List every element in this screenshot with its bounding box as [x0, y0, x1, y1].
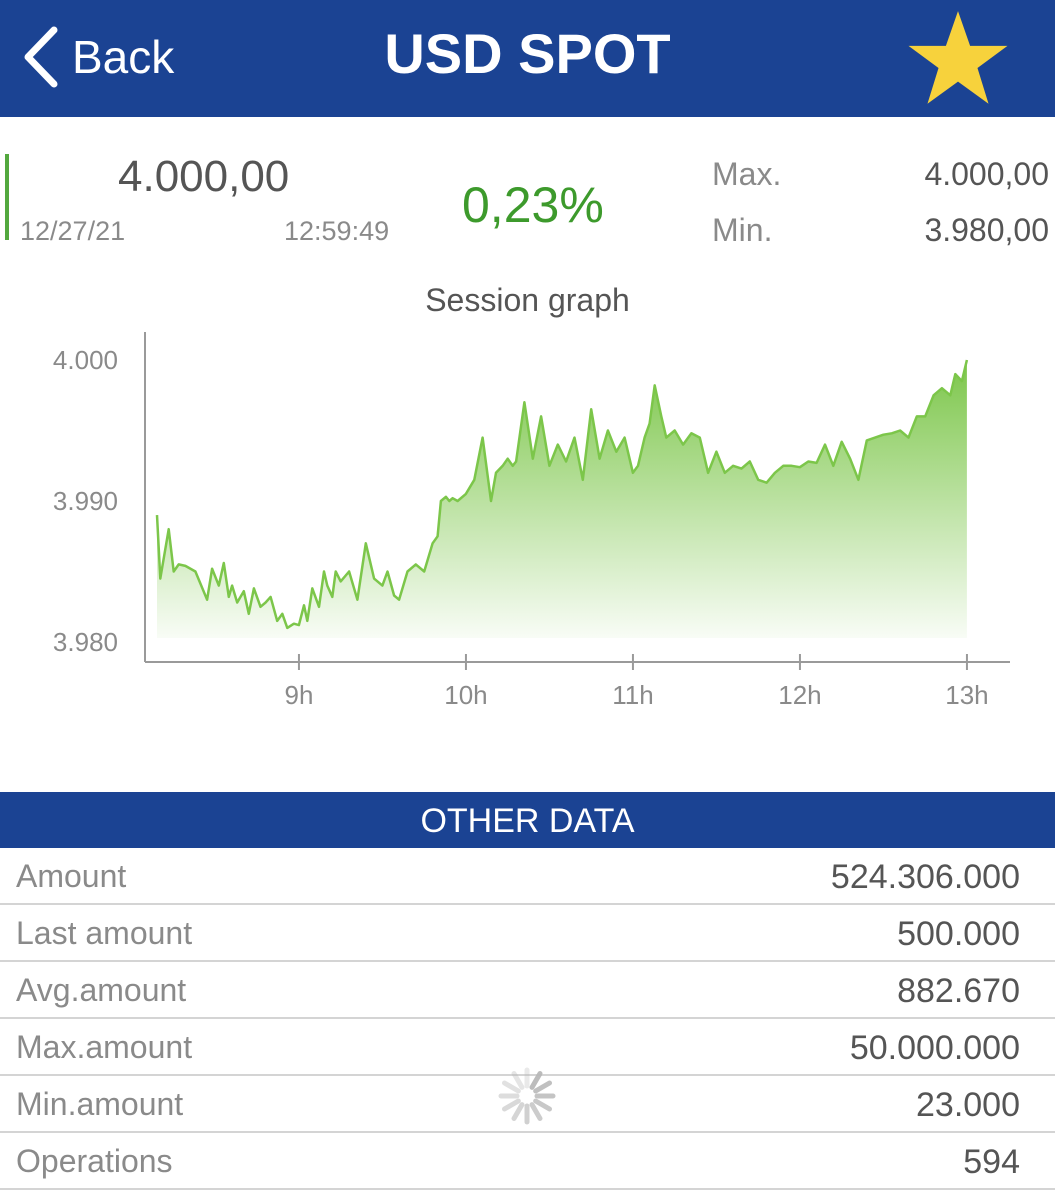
y-tick-label: 3.980: [53, 627, 118, 657]
row-label: Max.amount: [16, 1029, 193, 1065]
spinner-spoke: [533, 1098, 553, 1112]
min-label: Min.: [712, 212, 773, 248]
quote-indicator-bar: [5, 154, 9, 240]
row-value: 594: [963, 1143, 1020, 1181]
x-tick-label: 13h: [945, 680, 988, 710]
quote-date: 12/27/21: [20, 216, 126, 246]
y-tick-label: 4.000: [53, 345, 118, 375]
last-price: 4.000,00: [118, 152, 290, 201]
table-row: Avg.amount 882.670: [0, 962, 1055, 1019]
spinner-spoke: [529, 1070, 543, 1090]
table-row: Last amount 500.000: [0, 905, 1055, 962]
spinner-spoke: [501, 1080, 521, 1094]
row-value: 882.670: [897, 972, 1020, 1010]
row-label: Operations: [16, 1143, 173, 1179]
top-nav-bar: Back USD SPOT: [0, 0, 1055, 117]
table-row: Max.amount 50.000.000: [0, 1019, 1055, 1076]
row-label: Amount: [16, 858, 127, 894]
chevron-left-icon: [24, 26, 58, 88]
table-row: Min.amount 23.000: [0, 1076, 1055, 1133]
x-tick-label: 11h: [612, 680, 653, 710]
x-tick-label: 9h: [284, 680, 313, 710]
other-data-table: Amount 524.306.000 Last amount 500.000 A…: [0, 848, 1055, 1190]
row-label: Last amount: [16, 915, 193, 951]
spinner-spoke: [533, 1080, 553, 1094]
max-value: 4.000,00: [924, 156, 1049, 192]
back-button[interactable]: Back: [20, 22, 200, 92]
row-value: 524.306.000: [830, 858, 1020, 896]
row-value: 50.000.000: [849, 1029, 1020, 1067]
min-value: 3.980,00: [924, 212, 1049, 248]
table-row: Operations 594: [0, 1133, 1055, 1190]
page-title: USD SPOT: [384, 22, 671, 85]
area-fill: [157, 360, 967, 638]
x-tick-label: 12h: [778, 680, 821, 710]
row-value: 500.000: [897, 915, 1020, 953]
back-label: Back: [72, 31, 175, 83]
star-icon[interactable]: [905, 8, 1011, 108]
spinner-spoke: [511, 1102, 525, 1122]
other-data-header: OTHER DATA: [0, 792, 1055, 848]
table-row: Amount 524.306.000: [0, 848, 1055, 905]
series-line: [155, 359, 969, 630]
spinner-spoke: [529, 1102, 543, 1122]
graph-title: Session graph: [425, 282, 630, 318]
spinner-spoke: [501, 1098, 521, 1112]
row-value: 23.000: [916, 1086, 1020, 1124]
quote-time: 12:59:49: [284, 216, 390, 246]
session-chart: 4.000 3.990 3.980 9h 10h 11h 12h 13h: [53, 332, 1010, 710]
row-label: Min.amount: [16, 1086, 184, 1122]
x-tick-label: 10h: [444, 680, 487, 710]
row-label: Avg.amount: [16, 972, 187, 1008]
max-label: Max.: [712, 156, 782, 192]
spinner-icon: [498, 1067, 556, 1125]
percent-change: 0,23%: [462, 177, 604, 233]
y-tick-label: 3.990: [53, 486, 118, 516]
spinner-spoke: [511, 1070, 525, 1090]
